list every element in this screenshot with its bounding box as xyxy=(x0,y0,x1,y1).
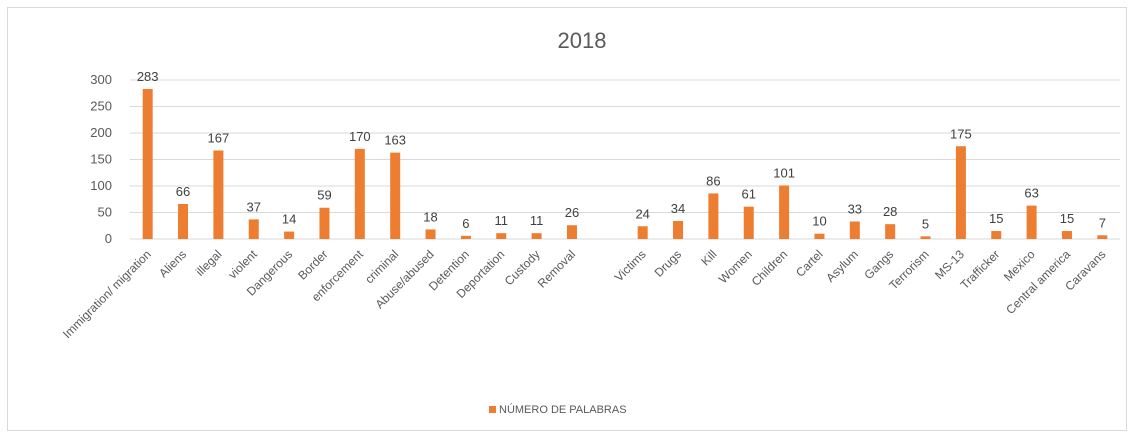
bar xyxy=(1026,205,1037,239)
data-label: 170 xyxy=(349,129,371,144)
bar xyxy=(354,148,365,239)
bar xyxy=(425,229,436,239)
data-label: 101 xyxy=(773,165,795,180)
bar xyxy=(390,152,401,239)
data-label: 63 xyxy=(1024,186,1038,201)
data-label: 34 xyxy=(671,201,685,216)
bar xyxy=(1061,231,1072,239)
data-label: 18 xyxy=(423,209,437,224)
data-label: 7 xyxy=(1099,215,1106,230)
y-tick-label: 100 xyxy=(90,178,112,193)
bar xyxy=(849,221,860,239)
data-label: 15 xyxy=(989,211,1003,226)
legend-swatch xyxy=(489,406,496,413)
x-tick-label: Cartel xyxy=(793,247,826,280)
bar xyxy=(743,206,754,239)
x-tick-label: Victims xyxy=(612,247,649,284)
data-label: 11 xyxy=(530,213,544,228)
bar xyxy=(142,89,153,239)
y-tick-label: 0 xyxy=(105,231,112,246)
data-label: 33 xyxy=(848,202,862,217)
data-label: 10 xyxy=(812,214,826,229)
bar xyxy=(673,220,684,239)
x-tick-label: Immigration/ migration xyxy=(60,247,154,341)
grid-layer xyxy=(130,79,1120,240)
bar xyxy=(885,224,896,239)
chart-frame xyxy=(7,7,1127,431)
bar xyxy=(955,146,966,239)
x-tick-label: Kill xyxy=(698,247,719,268)
bar xyxy=(566,225,577,239)
y-tick-label: 200 xyxy=(90,125,112,140)
x-tick-label: Drugs xyxy=(652,247,685,280)
bar xyxy=(531,233,542,239)
bar xyxy=(814,233,825,239)
x-tick-label: Trafficker xyxy=(958,247,1003,292)
x-tick-label: Children xyxy=(749,247,791,289)
x-axis-ticks: Immigration/ migration Aliens illegal viole… xyxy=(60,247,1108,341)
data-label: 15 xyxy=(1060,211,1074,226)
bar xyxy=(284,231,295,239)
data-label: 24 xyxy=(635,206,649,221)
x-tick-label: Asylum xyxy=(823,247,861,285)
bar xyxy=(460,235,471,239)
bar xyxy=(178,204,189,239)
y-tick-label: 50 xyxy=(98,205,112,220)
chart-title: 2018 xyxy=(558,28,607,53)
y-axis-ticks: 0 50 100 150 200 250 300 xyxy=(90,72,112,246)
data-label: 5 xyxy=(922,216,929,231)
bar xyxy=(213,150,224,239)
data-label: 175 xyxy=(950,126,972,141)
legend-label: NÚMERO DE PALABRAS xyxy=(499,403,627,416)
bar xyxy=(248,219,259,239)
data-label: 283 xyxy=(137,69,159,84)
bars xyxy=(142,89,1108,239)
data-label: 59 xyxy=(317,188,331,203)
x-tick-label: Aliens xyxy=(156,247,189,280)
x-tick-label: illegal xyxy=(193,247,225,279)
y-tick-label: 150 xyxy=(90,152,112,167)
legend: NÚMERO DE PALABRAS xyxy=(489,403,627,416)
bar xyxy=(920,236,931,239)
data-label: 66 xyxy=(176,184,190,199)
bar xyxy=(708,193,719,239)
y-tick-label: 250 xyxy=(90,99,112,114)
data-label: 167 xyxy=(208,130,230,145)
bar xyxy=(637,226,648,239)
data-label: 37 xyxy=(247,199,261,214)
bar xyxy=(1097,235,1108,239)
bar xyxy=(991,231,1002,239)
data-label: 11 xyxy=(495,213,509,228)
bar xyxy=(779,185,790,239)
y-tick-label: 300 xyxy=(90,72,112,87)
data-label: 6 xyxy=(462,216,469,231)
x-tick-label: Removal xyxy=(535,247,578,290)
data-label: 28 xyxy=(883,204,897,219)
data-label: 163 xyxy=(384,133,406,148)
data-label: 26 xyxy=(565,205,579,220)
data-label: 86 xyxy=(706,173,720,188)
bar xyxy=(319,207,330,239)
bar xyxy=(496,233,507,239)
data-label: 14 xyxy=(282,212,296,227)
data-label: 61 xyxy=(742,187,756,202)
